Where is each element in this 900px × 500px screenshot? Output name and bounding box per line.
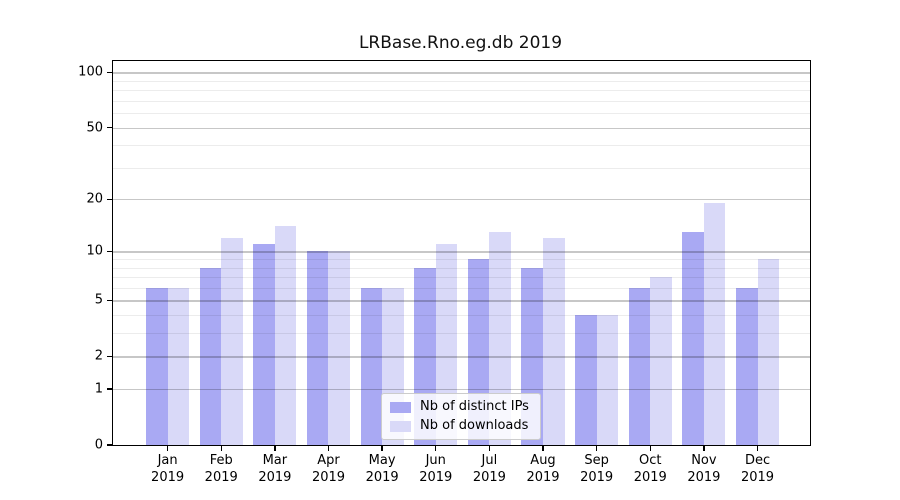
gridline-major-5	[113, 300, 810, 302]
gridline-major-1	[113, 389, 810, 391]
bar-downloads-jul	[489, 231, 511, 445]
gridline-minor-7	[113, 277, 810, 279]
ytick-mark-10	[107, 250, 112, 253]
gridline-minor-60	[113, 113, 810, 115]
gridline-major-100	[113, 72, 810, 74]
bar-downloads-feb	[221, 237, 243, 445]
ytick-mark-1	[107, 388, 112, 390]
ytick-mark-100	[107, 71, 112, 74]
ytick-label-100: 100	[78, 64, 103, 80]
xtick-label-jul: Jul 2019	[472, 453, 506, 485]
ytick-mark-5	[107, 299, 112, 302]
legend-swatch-downloads	[390, 420, 411, 432]
legend-entry-distinct-ips: Nb of distinct IPs	[390, 400, 530, 414]
xtick-mark-sep	[595, 446, 598, 451]
bar-downloads-jan	[167, 287, 190, 445]
gridline-minor-8	[113, 267, 810, 269]
bar-distinct-ips-sep	[575, 315, 597, 445]
xtick-mark-jun	[435, 446, 437, 451]
xtick-label-sep: Sep 2019	[580, 453, 614, 485]
xtick-label-nov: Nov 2019	[687, 453, 721, 485]
xtick-label-oct: Oct 2019	[633, 453, 667, 485]
xtick-label-mar: Mar 2019	[258, 453, 292, 485]
gridline-minor-40	[113, 145, 810, 147]
xtick-mark-oct	[649, 446, 651, 451]
bar-distinct-ips-mar	[253, 244, 275, 445]
gridline-major-10	[113, 251, 810, 253]
ytick-label-50: 50	[86, 120, 103, 136]
xtick-label-aug: Aug 2019	[526, 453, 560, 485]
ytick-label-5: 5	[94, 292, 103, 308]
gridline-minor-80	[113, 90, 810, 92]
gridline-major-2	[113, 356, 810, 358]
ytick-label-20: 20	[86, 191, 103, 207]
xtick-mark-feb	[220, 446, 222, 451]
gridline-minor-30	[113, 167, 810, 169]
gridline-major-50	[113, 127, 810, 129]
gridline-minor-6	[113, 287, 810, 289]
gridline-minor-70	[113, 100, 810, 102]
legend-entry-downloads: Nb of downloads	[390, 419, 530, 433]
legend-label-downloads: Nb of downloads	[420, 418, 529, 433]
bar-downloads-dec	[757, 259, 780, 445]
bar-downloads-aug	[543, 237, 565, 445]
bar-distinct-ips-feb	[199, 267, 222, 445]
xtick-label-apr: Apr 2019	[311, 453, 346, 485]
xtick-label-jan: Jan 2019	[151, 453, 185, 485]
xtick-mark-nov	[703, 446, 705, 451]
ytick-label-0: 0	[94, 437, 103, 453]
bar-downloads-oct	[650, 277, 672, 445]
gridline-minor-3	[113, 333, 810, 335]
ytick-mark-20	[107, 198, 112, 200]
xtick-mark-jul	[488, 446, 491, 451]
bar-distinct-ips-nov	[682, 231, 704, 445]
chart-title: LRBase.Rno.eg.db 2019	[358, 33, 563, 53]
xtick-label-jun: Jun 2019	[419, 453, 453, 485]
xtick-label-dec: Dec 2019	[740, 453, 775, 485]
legend: Nb of distinct IPs Nb of downloads	[381, 393, 541, 440]
bar-downloads-nov	[703, 203, 726, 445]
bar-downloads-apr	[328, 251, 351, 445]
ytick-label-10: 10	[86, 243, 103, 259]
bar-distinct-ips-oct	[628, 287, 651, 445]
xtick-mark-aug	[542, 446, 544, 451]
xtick-mark-may	[381, 446, 383, 451]
bar-distinct-ips-jan	[146, 287, 168, 445]
ytick-mark-2	[107, 355, 112, 357]
gridline-minor-9	[113, 259, 810, 261]
ytick-label-2: 2	[94, 348, 103, 364]
plot-area: 100 50 20 10 5 2 1 0 Jan 2019 Feb 2019 Mar 2019 Apr…	[78, 60, 811, 485]
bar-distinct-ips-apr	[306, 251, 329, 445]
xtick-mark-jan	[166, 446, 169, 451]
gridline-minor-4	[113, 315, 810, 317]
bar-distinct-ips-may	[360, 287, 383, 445]
xtick-mark-mar	[274, 446, 276, 451]
ytick-mark-50	[107, 126, 112, 129]
ytick-mark-0	[107, 444, 112, 446]
xtick-mark-dec	[756, 446, 759, 451]
gridline-minor-90	[113, 80, 810, 82]
bar-distinct-ips-dec	[735, 287, 758, 445]
xtick-mark-apr	[327, 446, 330, 451]
ytick-label-1: 1	[94, 381, 103, 397]
bar-downloads-mar	[274, 226, 297, 445]
xtick-label-feb: Feb 2019	[204, 453, 238, 485]
xtick-label-may: May 2019	[365, 453, 399, 485]
legend-swatch-distinct-ips	[390, 401, 411, 413]
legend-label-distinct-ips: Nb of distinct IPs	[420, 399, 529, 414]
bar-downloads-sep	[596, 315, 619, 445]
gridline-major-20	[113, 199, 810, 201]
